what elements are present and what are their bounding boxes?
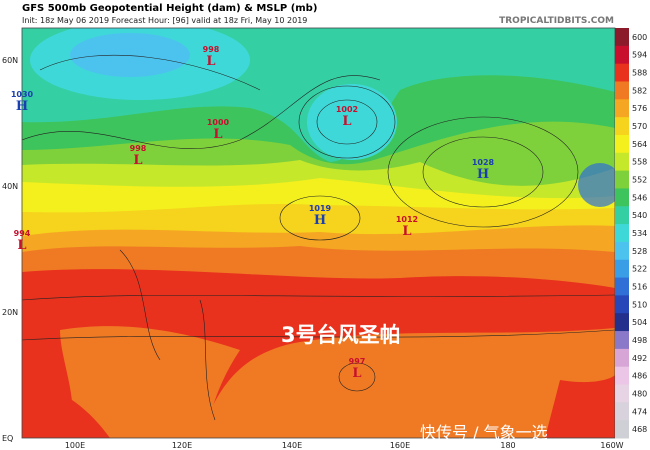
colorbar-label: 492 <box>632 354 647 363</box>
colorbar-label: 480 <box>632 389 647 398</box>
colorbar-label: 510 <box>632 300 647 309</box>
colorbar-swatch <box>615 170 629 189</box>
center-letter: L <box>133 153 142 168</box>
height-field <box>22 28 615 438</box>
center-letter: L <box>342 114 351 129</box>
lat-label: EQ <box>2 434 13 443</box>
lat-label: 60N <box>2 56 18 65</box>
center-value: 1012 <box>396 215 418 224</box>
center-letter: H <box>16 99 28 114</box>
center-value: 994 <box>14 229 31 238</box>
center-value: 998 <box>130 144 147 153</box>
colorbar-label: 546 <box>632 193 647 202</box>
center-value: 1000 <box>207 118 230 127</box>
overlay-caption: 3号台风圣帕 <box>281 323 401 347</box>
title: GFS 500mb Geopotential Height (dam) & MS… <box>22 3 317 14</box>
colorbar-swatch <box>615 384 629 403</box>
colorbar-label: 582 <box>632 86 647 95</box>
center-letter: H <box>314 213 326 228</box>
colorbar-swatch <box>615 152 629 172</box>
colorbar-label: 540 <box>632 211 647 220</box>
colorbar-swatch <box>615 366 629 386</box>
colorbar-swatch <box>615 99 629 118</box>
center-value: 998 <box>203 45 220 54</box>
lon-label: 140E <box>282 441 302 450</box>
center-value: 997 <box>349 357 366 366</box>
colorbar-label: 486 <box>632 372 647 381</box>
colorbar-swatch <box>615 402 629 421</box>
colorbar-swatch <box>615 45 629 65</box>
colorbar-label: 564 <box>632 140 647 149</box>
lon-label: 180 <box>500 441 515 450</box>
colorbar-swatch <box>615 81 629 100</box>
colorbar-swatch <box>615 277 629 296</box>
colorbar-label: 570 <box>632 122 647 131</box>
colorbar-label: 528 <box>632 247 647 256</box>
isobars <box>22 54 615 421</box>
colorbar-swatch <box>615 224 629 243</box>
colorbar-label: 522 <box>632 265 647 274</box>
colorbar-label: 600 <box>632 33 647 42</box>
band-528 <box>70 33 190 77</box>
colorbar-swatch <box>615 331 629 350</box>
band-582 <box>60 326 240 438</box>
colorbar-swatch <box>615 188 629 207</box>
center-value: 1002 <box>336 105 358 114</box>
colorbar-label: 474 <box>632 407 647 416</box>
init-line: Init: 18z May 06 2019 Forecast Hour: [96… <box>22 16 307 25</box>
colorbar-swatch <box>615 348 629 368</box>
lon-label: 120E <box>172 441 192 450</box>
center-value: 1019 <box>309 204 332 213</box>
lat-label: 20N <box>2 308 18 317</box>
center-letter: L <box>213 127 222 142</box>
lon-label: 160E <box>390 441 410 450</box>
colorbar-label: 558 <box>632 158 647 167</box>
band-516 <box>578 163 615 207</box>
colorbar-label: 516 <box>632 282 647 291</box>
colorbar-label: 468 <box>632 425 647 434</box>
colorbar-swatch <box>615 241 629 261</box>
center-letter: L <box>402 224 411 239</box>
colorbar-swatch <box>615 206 629 225</box>
site: TROPICALTIDBITS.COM <box>499 16 614 26</box>
colorbar-label: 498 <box>632 336 647 345</box>
colorbar-swatch <box>615 63 629 82</box>
colorbar-label: 576 <box>632 104 647 113</box>
band-588 <box>22 375 615 438</box>
center-letter: L <box>17 238 26 253</box>
colorbar-swatch <box>615 117 629 136</box>
colorbar-swatch <box>615 28 629 47</box>
colorbar-swatch <box>615 259 629 279</box>
colorbar-label: 588 <box>632 69 647 78</box>
colorbar-swatch <box>615 134 629 154</box>
colorbar-label: 594 <box>632 51 647 60</box>
center-value: 1030 <box>11 90 34 99</box>
colorbar-swatch <box>615 295 629 314</box>
colorbar-label: 534 <box>632 229 647 238</box>
center-letter: L <box>352 366 361 381</box>
band-534 <box>307 84 397 160</box>
watermark: 快传号 / 气象一选 <box>420 423 548 442</box>
lon-label: 160W <box>600 441 623 450</box>
center-letter: L <box>206 54 215 69</box>
colorbar-label: 552 <box>632 176 647 185</box>
lat-label: 40N <box>2 182 18 191</box>
lon-label: 100E <box>65 441 85 450</box>
center-letter: H <box>477 167 489 182</box>
colorbar-swatch <box>615 313 629 332</box>
colorbar-label: 504 <box>632 318 647 327</box>
colorbar-swatch <box>615 420 629 439</box>
center-value: 1028 <box>472 158 495 167</box>
